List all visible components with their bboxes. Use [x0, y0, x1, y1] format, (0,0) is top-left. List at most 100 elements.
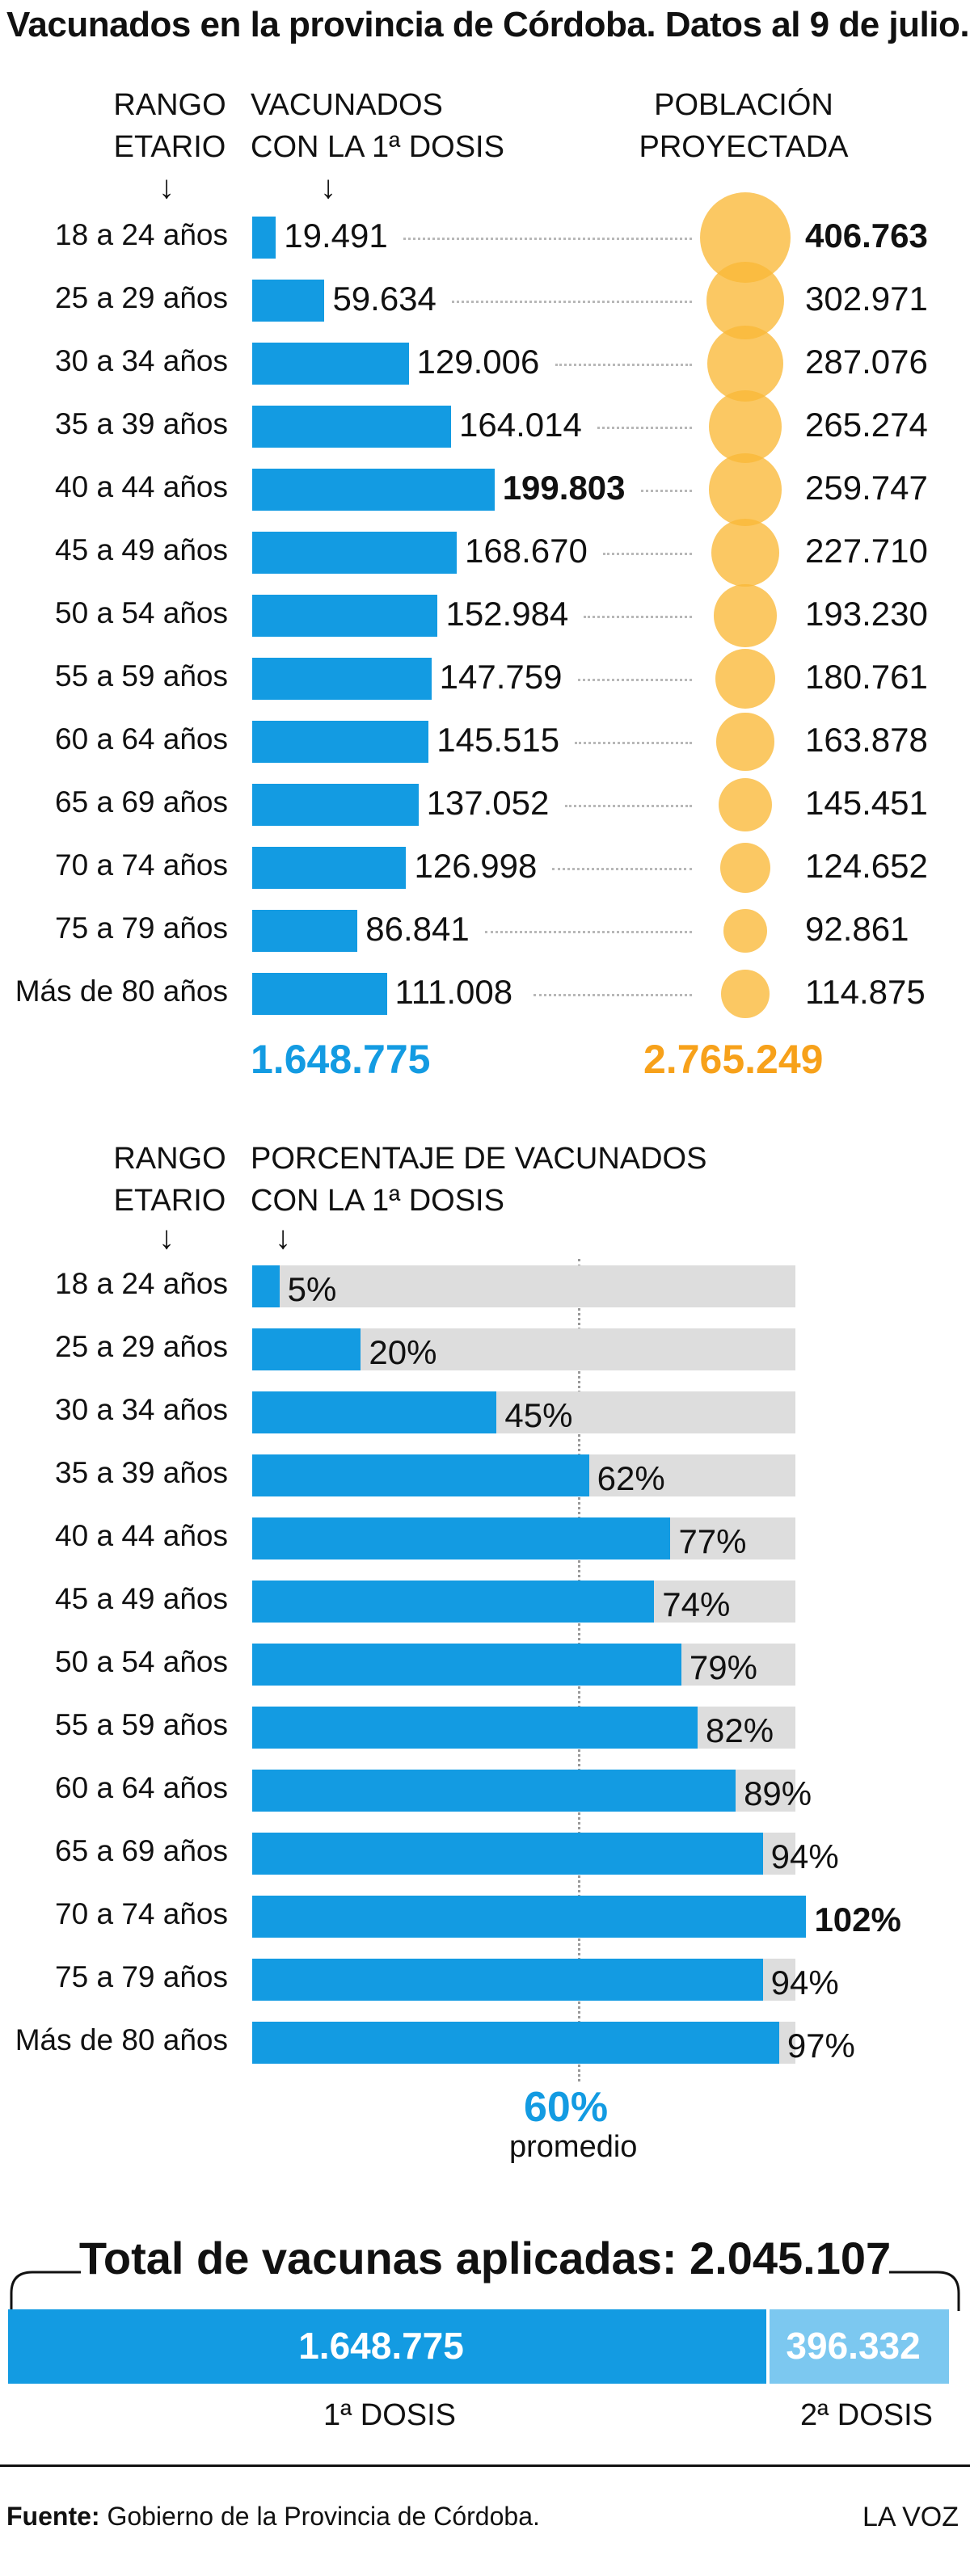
percent-value: 97%: [787, 2027, 855, 2065]
dose2-label: 2ª DOSIS: [800, 2398, 934, 2432]
population-circle: [706, 325, 784, 402]
population-circle: [721, 970, 770, 1018]
row-label: Más de 80 años: [15, 2023, 228, 2056]
percent-value: 94%: [770, 1964, 839, 2001]
dose2-value: 396.332: [786, 2325, 921, 2367]
percent-bar: [252, 1896, 807, 1938]
row-label: 75 a 79 años: [55, 1960, 228, 1993]
vaccinated-value: 168.670: [465, 532, 588, 570]
arrow-down-icon: ↓: [158, 170, 175, 205]
connector-line: [597, 427, 692, 429]
population-value: 145.451: [805, 784, 928, 822]
header-percent-line1: PORCENTAJE DE VACUNADOS: [251, 1142, 707, 1176]
vaccinated-value: 59.634: [332, 280, 436, 318]
percent-bar: [252, 1517, 671, 1559]
percent-bar: [252, 1581, 655, 1623]
row-label: 55 a 59 años: [55, 1708, 228, 1741]
connector-line: [533, 994, 692, 996]
header-population-line1: POBLACIÓN: [654, 88, 833, 122]
header-range-line1: RANGO: [113, 88, 226, 122]
average-label: promedio: [509, 2130, 638, 2164]
vaccinated-bar: [252, 343, 409, 385]
vaccinated-bar: [252, 658, 432, 700]
vaccinated-bar: [252, 280, 325, 322]
header-range-2: RANGO ETARIO: [105, 1138, 234, 1222]
percent-value: 5%: [287, 1270, 337, 1308]
arrow-down-icon: ↓: [275, 1220, 291, 1256]
population-value: 114.875: [805, 973, 926, 1011]
population-value: 227.710: [805, 532, 928, 570]
percent-value: 20%: [369, 1333, 437, 1371]
source: Fuente: Gobierno de la Provincia de Córd…: [6, 2502, 540, 2532]
dose1-label: 1ª DOSIS: [323, 2398, 457, 2432]
vaccinated-bar: [252, 721, 429, 763]
bracket-left: [10, 2271, 81, 2311]
row-label: 65 a 69 años: [55, 1834, 228, 1867]
population-circle: [709, 453, 782, 526]
vaccinated-bar: [252, 532, 457, 574]
population-circle: [718, 777, 773, 832]
row-label: 70 a 74 años: [55, 848, 228, 882]
percent-bar: [252, 1707, 698, 1749]
population-circle: [723, 909, 767, 953]
vaccinated-bar: [252, 973, 387, 1015]
row-label: Más de 80 años: [15, 974, 228, 1008]
row-label: 55 a 59 años: [55, 659, 228, 692]
header-range-line2: ETARIO: [113, 130, 226, 164]
percent-bar: [252, 1770, 736, 1812]
row-label: 65 a 69 años: [55, 785, 228, 819]
percent-bar: [252, 1328, 361, 1370]
vaccinated-value: 19.491: [284, 217, 388, 255]
header-percent: PORCENTAJE DE VACUNADOS CON LA 1ª DOSIS: [251, 1138, 706, 1222]
source-label: Fuente:: [6, 2502, 100, 2531]
dose1-value: 1.648.775: [298, 2325, 464, 2367]
total-doses-title: Total de vacunas aplicadas: 2.045.107: [78, 2233, 892, 2283]
row-label: 18 a 24 años: [55, 218, 228, 251]
population-circle: [708, 389, 782, 464]
connector-line: [564, 805, 692, 807]
arrow-down-icon: ↓: [320, 170, 336, 205]
bracket-right: [889, 2271, 960, 2311]
population-circle: [715, 648, 776, 709]
header-range: RANGO ETARIO: [105, 84, 234, 168]
footer-rule: [0, 2464, 970, 2467]
row-label: 50 a 54 años: [55, 1645, 228, 1678]
percent-bar: [252, 1833, 763, 1875]
vaccinated-bar: [252, 847, 407, 889]
vaccinated-value: 199.803: [502, 469, 626, 507]
brand-logo: LA VOZ: [862, 2502, 959, 2532]
population-value: 163.878: [805, 721, 928, 759]
vaccinated-bar: [252, 217, 276, 259]
connector-line: [452, 301, 692, 303]
header-population: POBLACIÓN PROYECTADA: [622, 84, 865, 168]
population-value: 265.274: [805, 406, 928, 444]
header-percent-line2: CON LA 1ª DOSIS: [251, 1184, 504, 1218]
vaccinated-value: 164.014: [459, 406, 582, 444]
source-text: Gobierno de la Provincia de Córdoba.: [107, 2502, 540, 2531]
row-label: 60 a 64 años: [55, 722, 228, 756]
vaccinated-value: 86.841: [365, 910, 470, 948]
row-label: 35 a 39 años: [55, 1456, 228, 1489]
row-label: 60 a 64 años: [55, 1771, 228, 1804]
chart-title: Vacunados en la provincia de Córdoba. Da…: [6, 5, 970, 44]
vaccinated-value: 111.008: [394, 973, 513, 1011]
vaccinated-value: 137.052: [426, 784, 550, 822]
population-circle: [719, 842, 770, 893]
population-value: 287.076: [805, 343, 928, 381]
average-value: 60%: [524, 2084, 609, 2131]
connector-line: [552, 868, 692, 870]
percent-value: 77%: [678, 1522, 747, 1560]
percent-value: 79%: [689, 1648, 757, 1686]
connector-line: [403, 238, 692, 240]
population-value: 92.861: [805, 910, 909, 948]
dose2-bar: [770, 2309, 949, 2384]
header-range-2-line1: RANGO: [113, 1142, 226, 1176]
total-vaccinated: 1.648.775: [251, 1037, 431, 1082]
population-value: 259.747: [805, 469, 928, 507]
row-label: 50 a 54 años: [55, 596, 228, 629]
row-label: 70 a 74 años: [55, 1897, 228, 1930]
population-value: 193.230: [805, 595, 928, 633]
population-value: 180.761: [805, 658, 928, 696]
percent-bar: [252, 1959, 763, 2001]
vaccinated-bar: [252, 469, 495, 511]
